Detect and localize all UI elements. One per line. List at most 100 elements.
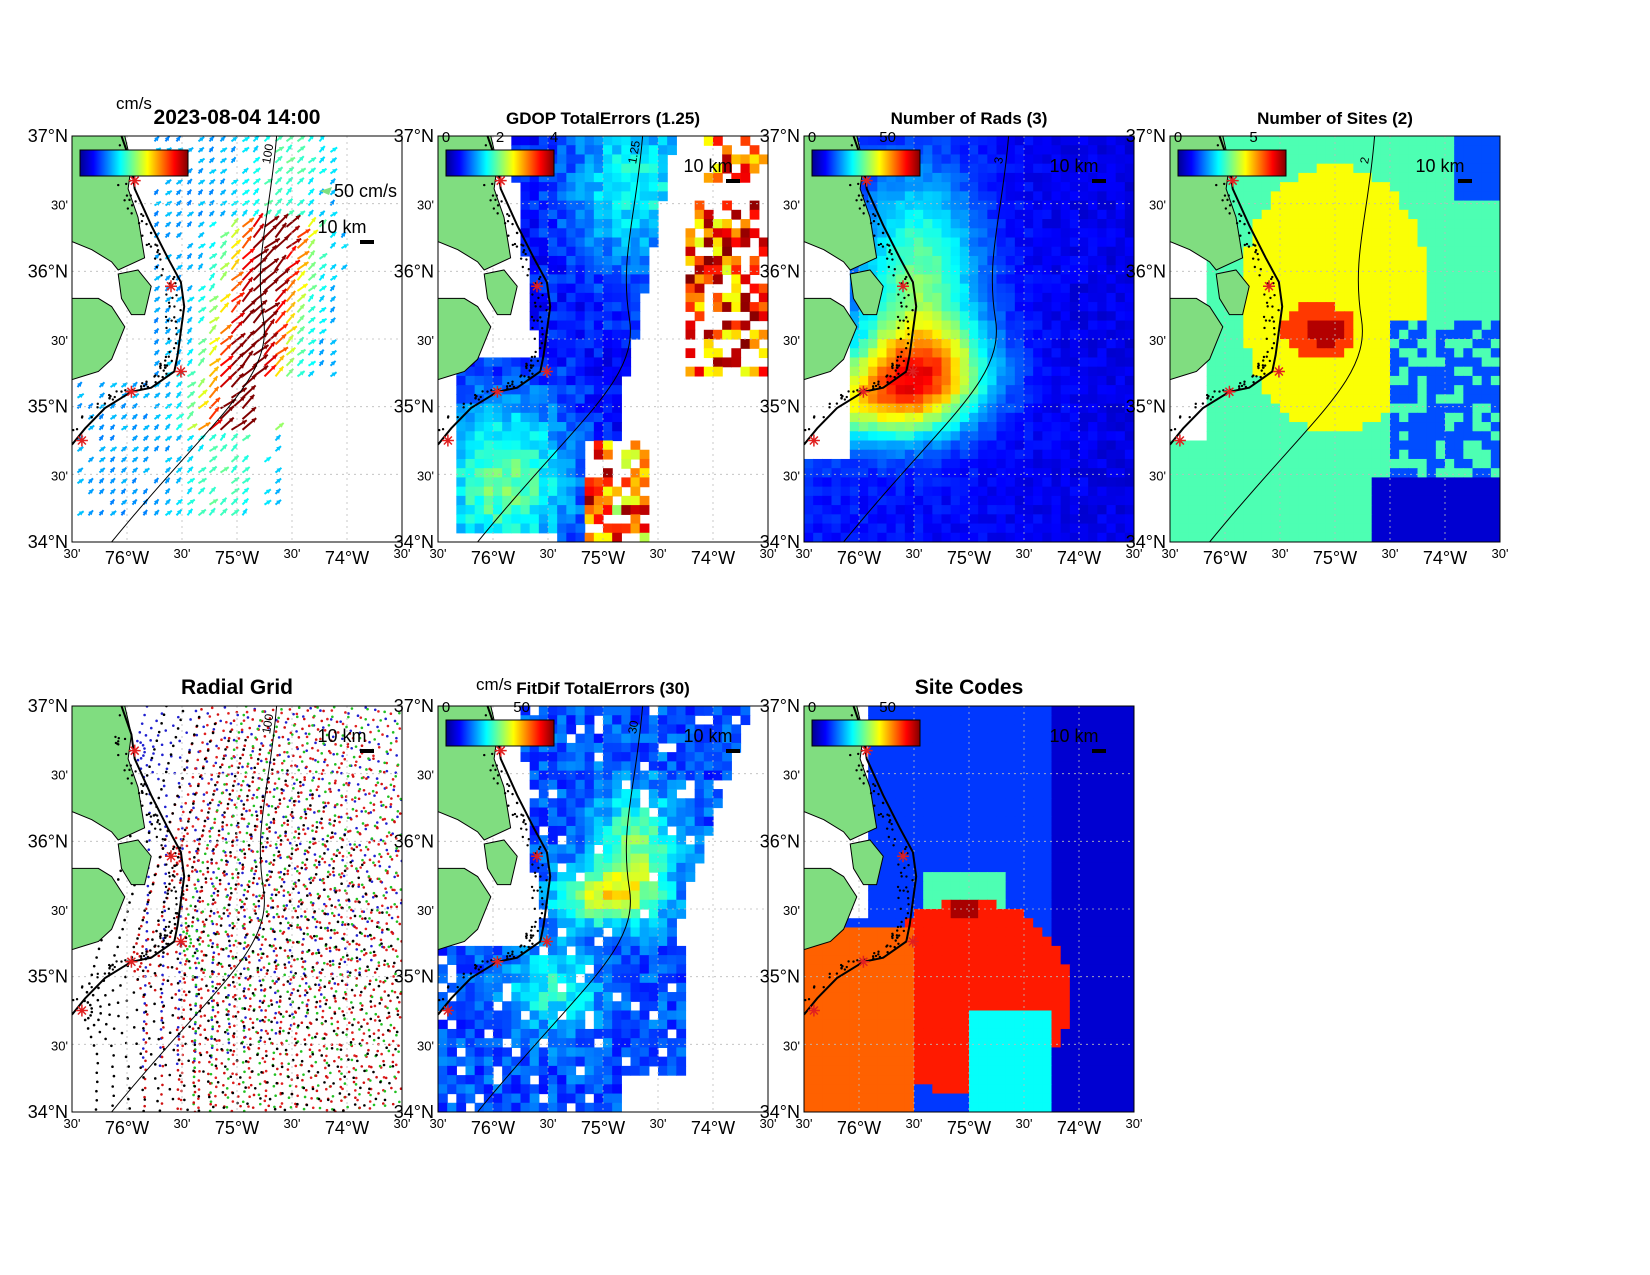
site-marker: [860, 174, 873, 187]
map-area: 1.25: [438, 136, 768, 542]
site-marker: [531, 280, 543, 293]
lat-tick-label: 30': [1149, 468, 1166, 483]
site-marker: [165, 850, 177, 863]
site-marker: [897, 850, 909, 863]
lat-tick-label: 37°N: [760, 126, 800, 146]
axes-frame: [71, 705, 403, 1113]
lat-tick-label: 30': [783, 903, 800, 918]
contour-label: 100: [259, 712, 276, 734]
lon-tick-label: 76°W: [837, 548, 881, 568]
axes-frame: [803, 135, 1135, 543]
contour-line: 2: [1209, 136, 1376, 542]
scale-bar-label: 10 km: [683, 726, 732, 746]
lon-tick-label: 74°W: [325, 1118, 369, 1138]
lon-tick-label: 30': [1016, 1116, 1033, 1131]
lat-tick-label: 30': [417, 198, 434, 213]
contour-line: 30: [477, 706, 644, 1112]
lat-tick-label: 37°N: [394, 696, 434, 716]
lat-tick-label: 36°N: [760, 261, 800, 281]
lon-tick-label: 74°W: [1057, 548, 1101, 568]
colorbar-tick: 2: [496, 129, 504, 146]
lat-tick-label: 30': [417, 333, 434, 348]
lat-tick-label: 34°N: [760, 532, 800, 552]
lat-tick-label: 30': [783, 198, 800, 213]
lat-tick-label: 30': [417, 903, 434, 918]
colorbar-unit: cm/s: [476, 675, 512, 694]
site-marker: [807, 434, 820, 447]
panel-title: GDOP TotalErrors (1.25): [506, 109, 700, 128]
site-marker: [75, 434, 88, 447]
site-marker: [125, 955, 138, 968]
lat-tick-label: 30': [783, 333, 800, 348]
lon-tick-label: 76°W: [471, 1118, 515, 1138]
site-marker: [491, 955, 504, 968]
lon-tick-label: 75°W: [215, 1118, 259, 1138]
colorbar-tick: 4: [550, 129, 558, 146]
contour-label: 30: [625, 719, 641, 735]
scale-bar-label: 10 km: [1049, 156, 1098, 176]
coastline: [72, 136, 186, 446]
scale-bar-label: 10 km: [1415, 156, 1464, 176]
lon-tick-label: 30': [906, 546, 923, 561]
lon-tick-label: 30': [540, 1116, 557, 1131]
site-marker: [860, 744, 873, 757]
axes-frame: [1169, 135, 1501, 543]
lon-tick-label: 30': [284, 546, 301, 561]
lat-tick-label: 36°N: [1126, 261, 1166, 281]
site-marker: [1226, 174, 1239, 187]
lat-tick-label: 37°N: [1126, 126, 1166, 146]
map-area: 2: [1170, 136, 1500, 542]
lat-tick-label: 30': [51, 1038, 68, 1053]
colorbar: [445, 149, 555, 177]
contour-label: 3: [991, 156, 1006, 165]
coastline: [438, 706, 552, 1016]
coastline: [804, 706, 918, 1016]
coastline: [438, 136, 552, 446]
lat-tick-label: 30': [51, 768, 68, 783]
panel-nsites: 237°N30'36°N30'35°N30'34°N30' 76°W 30' 75°W…: [1126, 109, 1509, 568]
lat-tick-label: 35°N: [760, 397, 800, 417]
map-area: [804, 706, 1134, 1112]
lon-tick-label: 76°W: [105, 1118, 149, 1138]
scale-bar-label: 10 km: [317, 217, 366, 237]
lat-tick-label: 30': [783, 468, 800, 483]
colorbar-tick: 50: [879, 129, 896, 146]
site-marker: [857, 955, 870, 968]
lon-tick-label: 74°W: [691, 548, 735, 568]
lat-tick-label: 30': [51, 198, 68, 213]
radar-sites: [75, 174, 187, 447]
panel-sitecodes: 37°N30'36°N30'35°N30'34°N30' 76°W 30' 75°W 3…: [760, 676, 1143, 1138]
lat-tick-label: 30': [51, 903, 68, 918]
colorbar-tick: 0: [808, 699, 816, 716]
colorbar-tick: 0: [442, 129, 450, 146]
site-marker: [441, 434, 454, 447]
lon-tick-label: 76°W: [471, 548, 515, 568]
site-marker: [75, 1004, 88, 1017]
colorbar-tick: 50: [513, 699, 530, 716]
lon-tick-label: 30': [394, 546, 411, 561]
lon-tick-label: 74°W: [1057, 1118, 1101, 1138]
panel-title: Radial Grid: [181, 676, 293, 699]
lat-tick-label: 35°N: [28, 397, 68, 417]
lat-tick-label: 34°N: [394, 1102, 434, 1122]
current-vectors: [76, 136, 349, 517]
lat-tick-label: 30': [51, 468, 68, 483]
contour-label: 100: [259, 142, 276, 164]
lon-tick-label: 30': [760, 1116, 777, 1131]
site-marker: [494, 744, 507, 757]
map-area: 100: [72, 706, 402, 1112]
data-field: [438, 706, 751, 1112]
site-marker: [531, 850, 543, 863]
site-marker: [540, 365, 553, 378]
colorbar: [445, 719, 555, 747]
lat-tick-label: 37°N: [760, 696, 800, 716]
panel-title: Site Codes: [915, 676, 1024, 699]
lat-tick-label: 35°N: [394, 397, 434, 417]
site-marker: [1223, 385, 1236, 398]
site-marker: [906, 365, 919, 378]
site-marker: [125, 385, 138, 398]
